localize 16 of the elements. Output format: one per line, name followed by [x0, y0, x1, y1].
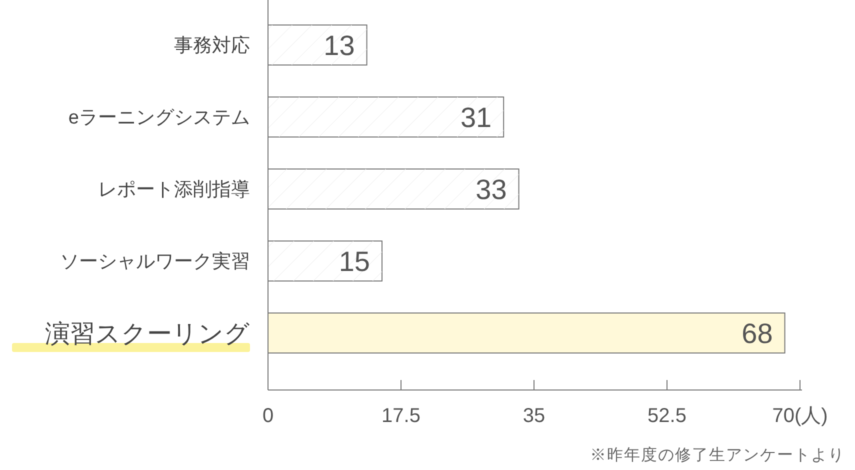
x-tick-label: 35: [522, 405, 546, 427]
y-tick-label: 演習スクーリング: [45, 320, 250, 348]
y-tick-label: ソーシャルワーク実習: [60, 250, 250, 273]
x-tick-label: 17.5: [382, 405, 420, 427]
x-tick-label: 0: [262, 405, 274, 427]
text: ※昨年度の修了生アンケートより: [590, 446, 845, 464]
y-tick-label: レポート添削指導: [98, 178, 250, 201]
y-tick-label: 事務対応: [174, 34, 250, 57]
x-tick-label: 52.5: [648, 405, 686, 427]
data-label: 31: [460, 102, 492, 133]
data-label: 15: [338, 246, 370, 277]
x-tick-label: 70(人): [772, 405, 828, 427]
data-label: 13: [324, 30, 355, 61]
y-tick-label: eラーニングシステム: [68, 108, 250, 129]
data-label: 68: [742, 318, 773, 349]
data-label: 33: [476, 174, 507, 205]
